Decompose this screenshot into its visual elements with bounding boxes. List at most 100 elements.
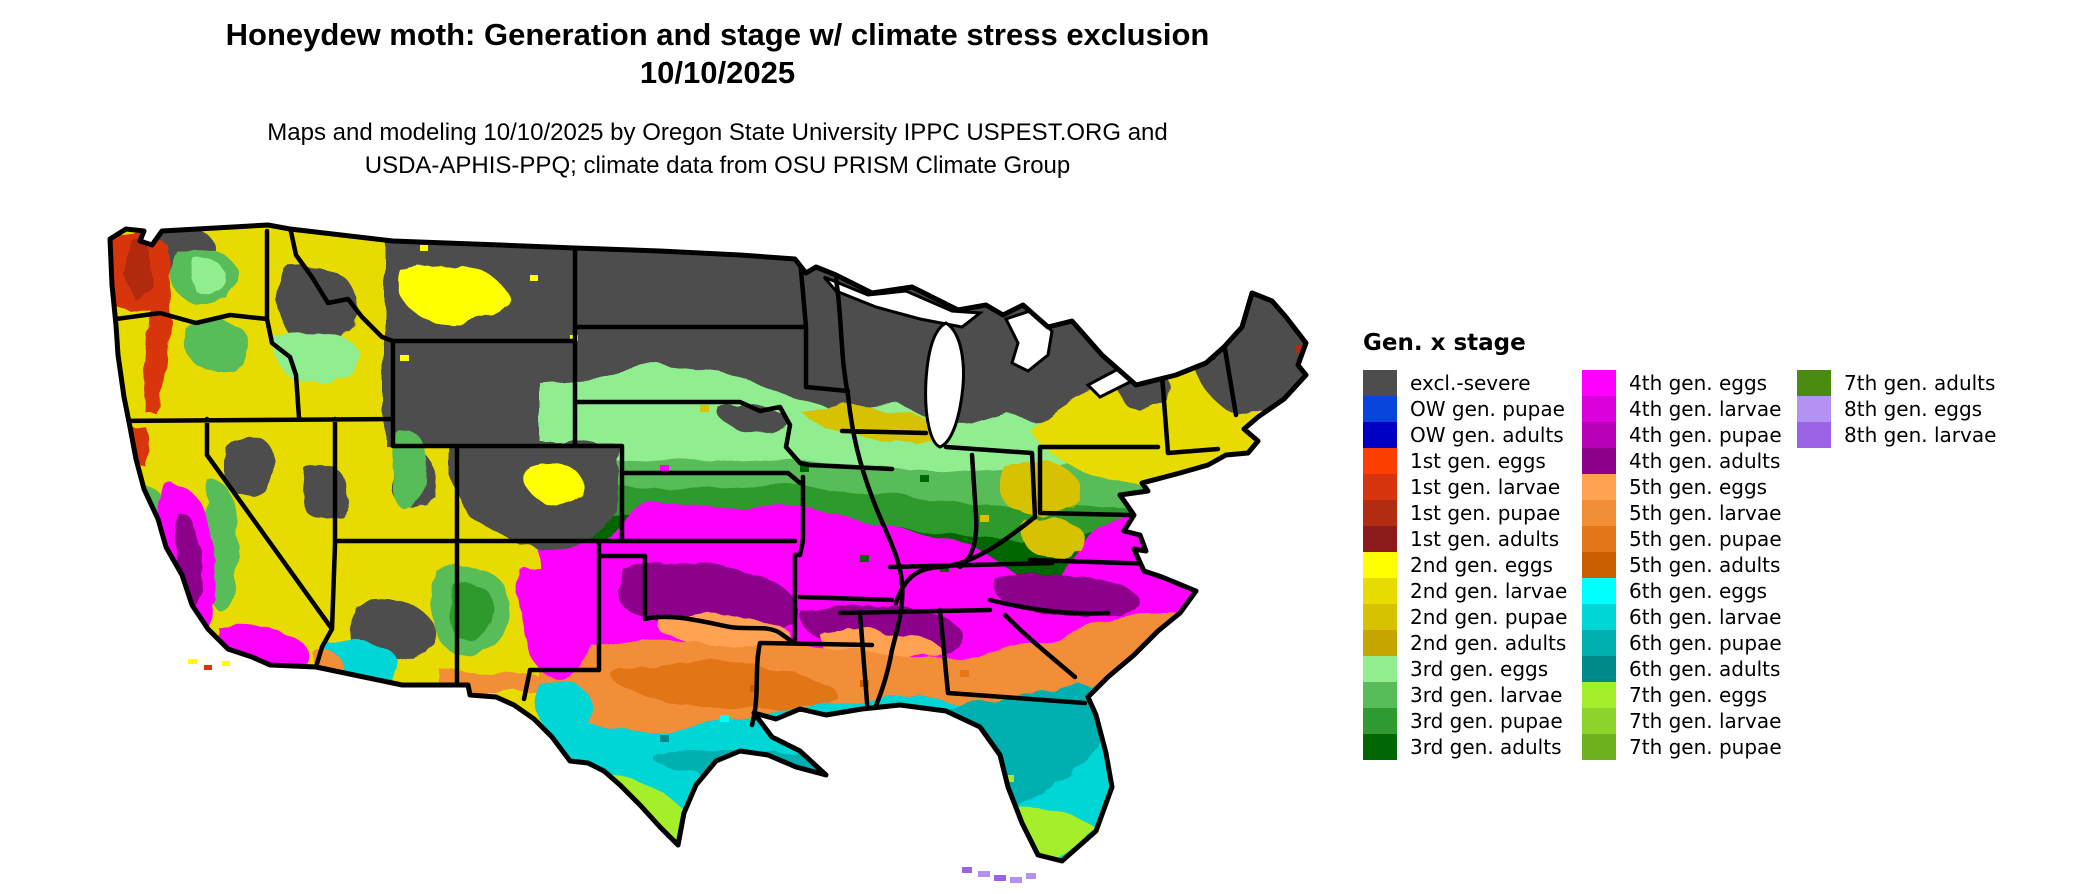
legend-swatch [1363,526,1397,552]
state-borders [110,225,1239,728]
legend-label: 4th gen. pupae [1629,423,1782,447]
legend-item: 6th gen. eggs [1582,578,1782,604]
legend-item: 5th gen. adults [1582,552,1782,578]
legend-item: 6th gen. adults [1582,656,1782,682]
legend-swatch [1582,448,1616,474]
legend-column-2: 4th gen. eggs 4th gen. larvae 4th gen. pup… [1582,370,1782,760]
legend-swatch [1797,396,1831,422]
legend-label: 4th gen. eggs [1629,371,1768,395]
legend-item: 4th gen. pupae [1582,422,1782,448]
speck-red-maine-1 [1296,345,1304,353]
legend-label: OW gen. adults [1410,423,1564,447]
legend-label: OW gen. pupae [1410,397,1565,421]
legend-item: 7th gen. eggs [1582,682,1782,708]
legend-swatch [1582,422,1616,448]
great-lakes [822,275,1217,449]
legend-swatch [1363,656,1397,682]
legend-swatch [1582,370,1616,396]
legend-label: 6th gen. eggs [1629,579,1768,603]
patch-darkgreen-nm [449,582,495,642]
legend-item: excl.-severe [1363,370,1567,396]
legend-item: 5th gen. pupae [1582,526,1782,552]
legend-label: 1st gen. eggs [1410,449,1546,473]
channel-islands [188,659,230,670]
legend-item: OW gen. adults [1363,422,1567,448]
legend-item: 6th gen. larvae [1582,604,1782,630]
legend-swatch [1363,552,1397,578]
page-title: Honeydew moth: Generation and stage w/ c… [225,17,1210,52]
patch-5th-pupae [612,661,838,709]
legend-swatch [1582,604,1616,630]
legend-label: 8th gen. eggs [1844,397,1983,421]
legend-label: excl.-severe [1410,371,1531,395]
legend-item: 5th gen. larvae [1582,500,1782,526]
legend-item: 8th gen. eggs [1797,396,1996,422]
legend-label: 5th gen. pupae [1629,527,1782,551]
legend: Gen. x stage excl.-severe OW gen. pupae OW… [1363,330,2083,760]
legend-label: 4th gen. adults [1629,449,1781,473]
legend-label: 1st gen. adults [1410,527,1560,551]
page-title-date: 10/10/2025 [639,55,796,90]
legend-label: 3rd gen. eggs [1410,657,1549,681]
legend-item: 7th gen. adults [1797,370,1996,396]
legend-item: 4th gen. larvae [1582,396,1782,422]
title-block: Honeydew moth: Generation and stage w/ c… [100,16,1335,92]
legend-item: OW gen. pupae [1363,396,1567,422]
florida-keys [962,867,1036,883]
legend-label: 7th gen. adults [1844,371,1996,395]
legend-swatch [1363,500,1397,526]
legend-swatch [1582,474,1616,500]
legend-item: 8th gen. larvae [1797,422,1996,448]
patch-yellow-colorado [525,461,583,503]
patch-gray-idaho [275,267,360,347]
legend-swatch [1582,396,1616,422]
legend-swatch [1363,422,1397,448]
patch-darkred-wa [124,235,150,299]
patch-green-wasatch [391,429,427,512]
legend-swatch [1363,578,1397,604]
legend-item: 3rd gen. adults [1363,734,1567,760]
legend-swatch [1582,656,1616,682]
legend-label: 6th gen. adults [1629,657,1781,681]
legend-swatch [1363,682,1397,708]
legend-swatch [1363,448,1397,474]
patch-lightgreen-wa [192,259,227,294]
legend-label: 4th gen. larvae [1629,397,1782,421]
patch-yellow-montana [398,263,507,324]
subtitle-line-1: Maps and modeling 10/10/2025 by Oregon S… [267,119,1168,146]
legend-label: 2nd gen. adults [1410,631,1567,655]
legend-swatch [1363,734,1397,760]
patch-gray-nebraska [717,403,790,434]
lake-michigan [924,321,965,449]
legend-swatch [1363,708,1397,734]
legend-label: 5th gen. eggs [1629,475,1768,499]
us-outline [107,222,1309,864]
us-map-svg [107,222,1309,883]
legend-label: 1st gen. pupae [1410,501,1561,525]
legend-swatch [1363,630,1397,656]
legend-swatch [1582,552,1616,578]
legend-item: 2nd gen. adults [1363,630,1567,656]
legend-label: 7th gen. larvae [1629,709,1782,733]
legend-label: 1st gen. larvae [1410,475,1561,499]
legend-item: 3rd gen. eggs [1363,656,1567,682]
legend-item: 1st gen. eggs [1363,448,1567,474]
legend-swatch [1582,526,1616,552]
legend-item: 5th gen. eggs [1582,474,1782,500]
legend-item: 2nd gen. eggs [1363,552,1567,578]
legend-item: 1st gen. adults [1363,526,1567,552]
legend-label: 3rd gen. adults [1410,735,1562,759]
legend-label: 6th gen. larvae [1629,605,1782,629]
legend-swatch [1582,682,1616,708]
legend-item: 4th gen. adults [1582,448,1782,474]
legend-column-3: 7th gen. adults 8th gen. eggs 8th gen. lar… [1797,370,1996,448]
legend-item: 1st gen. pupae [1363,500,1567,526]
legend-label: 5th gen. adults [1629,553,1781,577]
patch-gray-nevada-1 [225,435,276,497]
patch-green-or-ne [183,322,251,372]
legend-label: 3rd gen. pupae [1410,709,1563,733]
legend-label: 3rd gen. larvae [1410,683,1563,707]
patch-gray-nevada-2 [302,464,350,522]
legend-label: 7th gen. eggs [1629,683,1768,707]
